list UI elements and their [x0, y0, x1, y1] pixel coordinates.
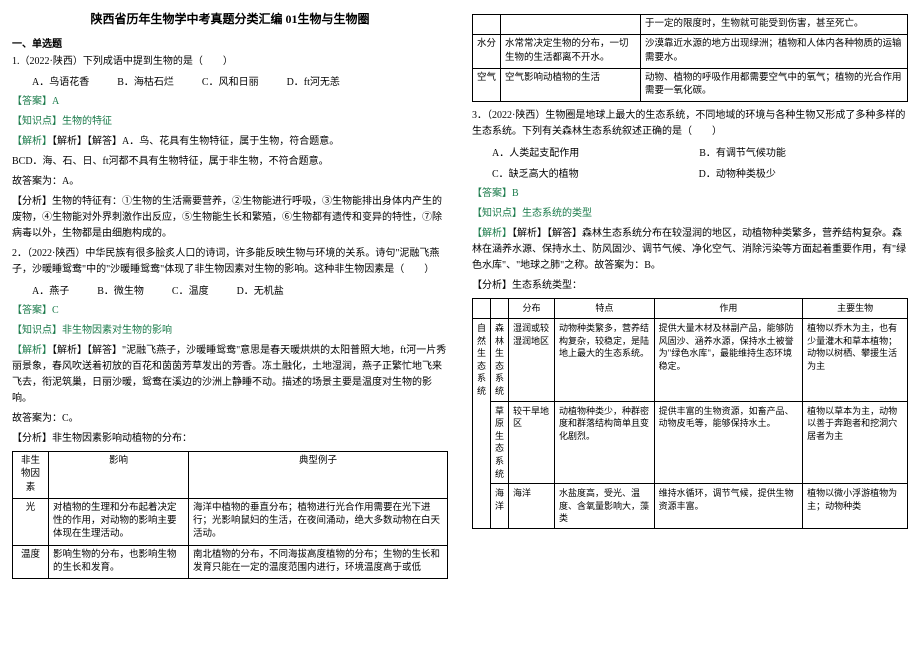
table-row: 海洋 海洋 水盐度高，受光、温度、含氧量影响大，藻类 维持水循环，调节气候，提供…	[473, 484, 908, 529]
table-cell: 森林生态系统	[491, 319, 509, 402]
q3-opt-a: A．人类起支配作用	[492, 144, 579, 159]
q2-answer: 【答案】C	[12, 303, 448, 319]
table-cell: 自然生态系统	[473, 319, 491, 529]
table-cell: 水常常决定生物的分布，一切生物的生活都离不开水。	[501, 35, 641, 69]
q3-opt-c: C．缺乏高大的植物	[492, 165, 579, 180]
q2-knowledge-point: 【知识点】非生物因素对生物的影响	[12, 323, 448, 339]
table-cell: 海洋中植物的垂直分布；植物进行光合作用需要在光下进行；光影响鼠妇的生活，在夜间涌…	[189, 498, 448, 545]
table-cell: 海洋	[509, 484, 555, 529]
page-title: 陕西省历年生物学中考真题分类汇编 01生物与生物圈	[12, 10, 448, 27]
table-cell	[501, 15, 641, 35]
table-row: 温度 影响生物的分布，也影响生物的生长和发育。 南北植物的分布，不同海拔高度植物…	[13, 545, 448, 579]
table-cell: 植物以乔木为主，也有少量灌木和草本植物；动物以树栖、攀援生活为主	[803, 319, 908, 402]
q1-opt-a: A．鸟语花香	[32, 73, 89, 88]
table-cell: 空气	[473, 68, 501, 102]
table-cell: 动物种类繁多，营养结构复杂，较稳定，是陆地上最大的生态系统。	[555, 319, 655, 402]
table-cell: 维持水循环，调节气候，提供生物资源丰富。	[654, 484, 802, 529]
q2-opt-c: C．温度	[172, 282, 209, 297]
q2-opt-b: B．微生物	[97, 282, 144, 297]
q1-opt-b: B．海枯石烂	[117, 73, 174, 88]
q2-explanation-1: 【解析】【解析】【解答】"泥融飞燕子，沙暖睡鸳鸯"意思是春天暖烘烘的太阳普照大地…	[12, 343, 448, 407]
table-cell: 光	[13, 498, 49, 545]
table-cell: 草原生态系统	[491, 401, 509, 484]
table-cell: 提供大量木材及林副产品，能够防风固沙、涵养水源，保持水土被誉为"绿色水库"，最能…	[654, 319, 802, 402]
table-cell: 典型例子	[189, 452, 448, 499]
q3-analysis: 【分析】生态系统类型：	[472, 278, 908, 294]
table-cell: 影响	[49, 452, 189, 499]
table-row: 光 对植物的生理和分布起着决定性的作用，对动物的影响主要体现在生理活动。 海洋中…	[13, 498, 448, 545]
q3-stem: 3．（2022·陕西）生物圈是地球上最大的生态系统，不同地域的环境与各种生物又形…	[472, 108, 908, 140]
q1-exp1-text: 【解析】【解答】A．鸟、花具有生物特征，属于生物，符合题意。	[52, 136, 339, 147]
q2-stem: 2．（2022·陕西）中华民族有很多脍炙人口的诗词，许多能反映生物与环境的关系。…	[12, 246, 448, 278]
q3-options-row2: C．缺乏高大的植物 D．动物种类极少	[472, 165, 908, 180]
q2-opt-d: D．无机盐	[237, 282, 284, 297]
table-row: 空气 空气影响动植物的生活 动物、植物的呼吸作用都需要空气中的氧气；植物的光合作…	[473, 68, 908, 102]
table-row: 于一定的限度时，生物就可能受到伤害，甚至死亡。	[473, 15, 908, 35]
table-cell: 对植物的生理和分布起着决定性的作用，对动物的影响主要体现在生理活动。	[49, 498, 189, 545]
table-row: 非生物因素 影响 典型例子	[13, 452, 448, 499]
table-cell: 分布	[509, 299, 555, 319]
table-cell: 空气影响动植物的生活	[501, 68, 641, 102]
table-cell: 于一定的限度时，生物就可能受到伤害，甚至死亡。	[641, 15, 908, 35]
table-cell: 动物、植物的呼吸作用都需要空气中的氧气；植物的光合作用需要一氧化碳。	[641, 68, 908, 102]
table-cell: 非生物因素	[13, 452, 49, 499]
table-cell: 海洋	[491, 484, 509, 529]
q2-analysis: 【分析】非生物因素影响动植物的分布：	[12, 431, 448, 447]
table-cell: 植物以草本为主，动物以善于奔跑者和挖洞穴居者为主	[803, 401, 908, 484]
q1-explanation-3: 故答案为：A。	[12, 174, 448, 190]
table-cell: 特点	[555, 299, 655, 319]
q3-explanation: 【解析】【解析】【解答】森林生态系统分布在较湿润的地区，动植物种类繁多，营养结构…	[472, 226, 908, 274]
q1-analysis: 【分析】生物的特征有：①生物的生活需要营养，②生物能进行呼吸，③生物能排出身体内…	[12, 194, 448, 242]
q1-opt-d: D．ft河无恙	[287, 73, 340, 88]
table-cell: 湿润或较湿润地区	[509, 319, 555, 402]
nonbiological-factors-table: 非生物因素 影响 典型例子 光 对植物的生理和分布起着决定性的作用，对动物的影响…	[12, 451, 448, 579]
table-cell: 水分	[473, 35, 501, 69]
q2-exp1-text: 【解析】【解答】"泥融飞燕子，沙暖睡鸳鸯"意思是春天暖烘烘的太阳普照大地，ft河…	[12, 345, 446, 404]
table-cell: 较干旱地区	[509, 401, 555, 484]
table-row: 分布 特点 作用 主要生物	[473, 299, 908, 319]
table-cell	[491, 299, 509, 319]
table-cell: 提供丰富的生物资源，如畜产品、动物皮毛等，能够保持水土。	[654, 401, 802, 484]
q2-explanation-2: 故答案为：C。	[12, 411, 448, 427]
q3-knowledge-point: 【知识点】生态系统的类型	[472, 206, 908, 222]
nonbiological-factors-table-cont: 于一定的限度时，生物就可能受到伤害，甚至死亡。 水分 水常常决定生物的分布，一切…	[472, 14, 908, 102]
table-cell: 沙漠靠近水源的地方出现绿洲；植物和人体内各种物质的运输需要水。	[641, 35, 908, 69]
table-cell: 水盐度高，受光、温度、含氧量影响大，藻类	[555, 484, 655, 529]
table-cell: 温度	[13, 545, 49, 579]
q1-answer: 【答案】A	[12, 94, 448, 110]
table-cell: 作用	[654, 299, 802, 319]
q1-explanation-2: BCD．海、石、日、ft河都不具有生物特征，属于非生物，不符合题意。	[12, 154, 448, 170]
table-cell	[473, 15, 501, 35]
ecosystem-types-table: 分布 特点 作用 主要生物 自然生态系统 森林生态系统 湿润或较湿润地区 动物种…	[472, 298, 908, 529]
table-cell: 主要生物	[803, 299, 908, 319]
q1-opt-c: C．风和日丽	[202, 73, 259, 88]
table-cell: 植物以微小浮游植物为主；动物种类	[803, 484, 908, 529]
q2-opt-a: A．燕子	[32, 282, 69, 297]
q3-opt-d: D．动物种类极少	[699, 165, 776, 180]
q1-options: A．鸟语花香 B．海枯石烂 C．风和日丽 D．ft河无恙	[12, 73, 448, 88]
q3-opt-b: B．有调节气候功能	[699, 144, 786, 159]
table-row: 自然生态系统 森林生态系统 湿润或较湿润地区 动物种类繁多，营养结构复杂，较稳定…	[473, 319, 908, 402]
table-cell: 影响生物的分布，也影响生物的生长和发育。	[49, 545, 189, 579]
q2-options: A．燕子 B．微生物 C．温度 D．无机盐	[12, 282, 448, 297]
q1-explanation-1: 【解析】【解析】【解答】A．鸟、花具有生物特征，属于生物，符合题意。	[12, 134, 448, 150]
table-cell: 南北植物的分布，不同海拔高度植物的分布；生物的生长和发育只能在一定的温度范围内进…	[189, 545, 448, 579]
table-cell	[473, 299, 491, 319]
q3-answer: 【答案】B	[472, 186, 908, 202]
section-heading: 一、单选题	[12, 35, 448, 50]
q3-exp-text: 【解析】【解答】森林生态系统分布在较湿润的地区，动植物种类繁多，营养结构复杂。森…	[472, 228, 906, 271]
q1-stem: 1.（2022·陕西）下列成语中提到生物的是（ ）	[12, 54, 448, 69]
table-row: 草原生态系统 较干旱地区 动植物种类少，种群密度和群落结构简单且变化剧烈。 提供…	[473, 401, 908, 484]
table-cell: 动植物种类少，种群密度和群落结构简单且变化剧烈。	[555, 401, 655, 484]
q3-options-row1: A．人类起支配作用 B．有调节气候功能	[472, 144, 908, 159]
q1-knowledge-point: 【知识点】生物的特征	[12, 114, 448, 130]
table-row: 水分 水常常决定生物的分布，一切生物的生活都离不开水。 沙漠靠近水源的地方出现绿…	[473, 35, 908, 69]
